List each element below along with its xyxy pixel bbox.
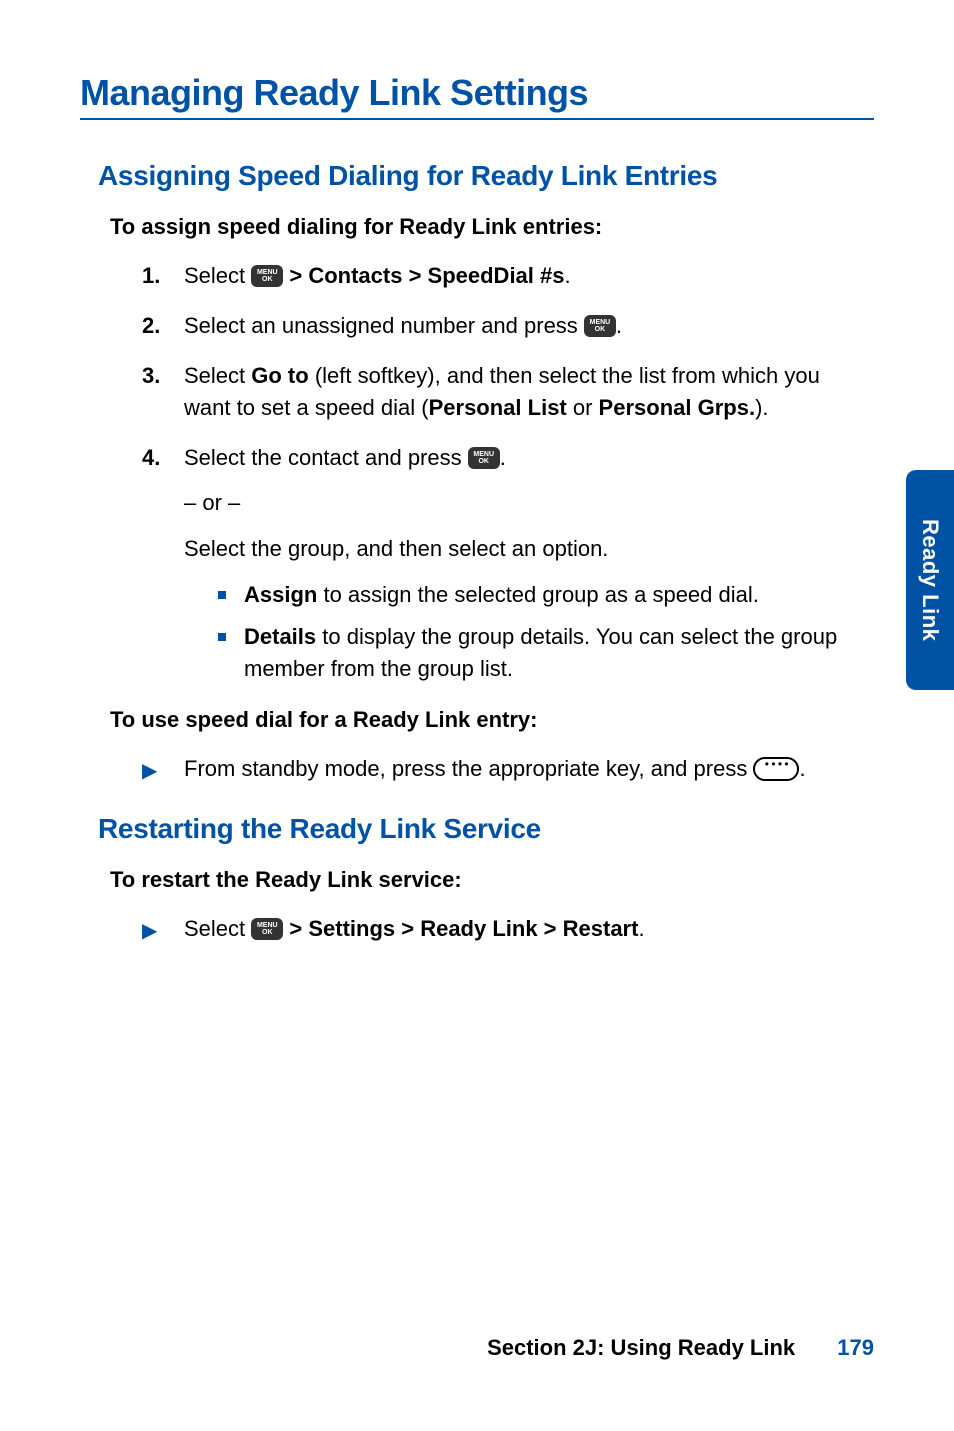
sub-bullet: Assign to assign the selected group as a… — [218, 579, 864, 611]
page-footer: Section 2J: Using Ready Link 179 — [0, 1335, 874, 1361]
menu-ok-key-icon: MENUOK — [584, 315, 616, 337]
step-text: Select the group, and then select an opt… — [184, 533, 864, 565]
arrow-item: ▶ From standby mode, press the appropria… — [142, 753, 864, 785]
step-bold: Personal List — [429, 395, 567, 420]
menu-ok-key-icon: MENUOK — [468, 447, 500, 469]
footer-page-number: 179 — [837, 1335, 874, 1360]
sub-bullet: Details to display the group details. Yo… — [218, 621, 864, 685]
menu-ok-key-icon: MENUOK — [251, 918, 283, 940]
step-text: . — [500, 445, 506, 470]
step-text: Select — [184, 363, 251, 388]
menu-ok-key-icon: MENUOK — [251, 265, 283, 287]
triangle-bullet-icon: ▶ — [142, 757, 157, 786]
use-intro: To use speed dial for a Ready Link entry… — [110, 707, 874, 733]
step-text: Select — [184, 263, 251, 288]
step-1: 1. Select MENUOK > Contacts > SpeedDial … — [142, 260, 864, 292]
arrow-list: ▶ Select MENUOK > Settings > Ready Link … — [80, 913, 874, 945]
arrow-item: ▶ Select MENUOK > Settings > Ready Link … — [142, 913, 864, 945]
step-bold: > Contacts > SpeedDial #s — [283, 263, 564, 288]
side-tab-label: Ready Link — [917, 519, 943, 641]
triangle-bullet-icon: ▶ — [142, 917, 157, 946]
arrow-bold: > Settings > Ready Link > Restart — [283, 916, 638, 941]
page-title: Managing Ready Link Settings — [80, 72, 874, 114]
footer-section: Section 2J: Using Ready Link — [487, 1335, 795, 1360]
title-rule — [80, 118, 874, 120]
section-1-intro: To assign speed dialing for Ready Link e… — [110, 214, 874, 240]
bullet-bold: Details — [244, 624, 316, 649]
step-number: 2. — [142, 310, 160, 342]
or-separator: – or – — [184, 487, 864, 519]
document-page: Managing Ready Link Settings Assigning S… — [0, 0, 954, 1431]
step-number: 3. — [142, 360, 160, 392]
step-text: Select the contact and press — [184, 445, 468, 470]
step-number: 1. — [142, 260, 160, 292]
step-bold: Personal Grps. — [599, 395, 756, 420]
arrow-list: ▶ From standby mode, press the appropria… — [80, 753, 874, 785]
dots-key-icon — [753, 757, 799, 781]
step-3: 3. Select Go to (left softkey), and then… — [142, 360, 864, 424]
arrow-text: Select — [184, 916, 251, 941]
section-2-title: Restarting the Ready Link Service — [98, 813, 874, 845]
arrow-text: From standby mode, press the appropriate… — [184, 756, 753, 781]
step-number: 4. — [142, 442, 160, 474]
bullet-bold: Assign — [244, 582, 317, 607]
arrow-text: . — [799, 756, 805, 781]
side-tab: Ready Link — [906, 470, 954, 690]
sub-bullet-list: Assign to assign the selected group as a… — [184, 579, 864, 685]
step-text: or — [567, 395, 599, 420]
step-text: ). — [755, 395, 768, 420]
step-4: 4. Select the contact and press MENUOK. … — [142, 442, 864, 685]
step-text: Select an unassigned number and press — [184, 313, 584, 338]
step-2: 2. Select an unassigned number and press… — [142, 310, 864, 342]
bullet-text: to assign the selected group as a speed … — [317, 582, 759, 607]
step-bold: Go to — [251, 363, 308, 388]
steps-list: 1. Select MENUOK > Contacts > SpeedDial … — [80, 260, 874, 685]
step-text: . — [616, 313, 622, 338]
section-2-intro: To restart the Ready Link service: — [110, 867, 874, 893]
step-text: . — [565, 263, 571, 288]
bullet-text: to display the group details. You can se… — [244, 624, 837, 681]
section-1-title: Assigning Speed Dialing for Ready Link E… — [98, 160, 874, 192]
arrow-text: . — [638, 916, 644, 941]
